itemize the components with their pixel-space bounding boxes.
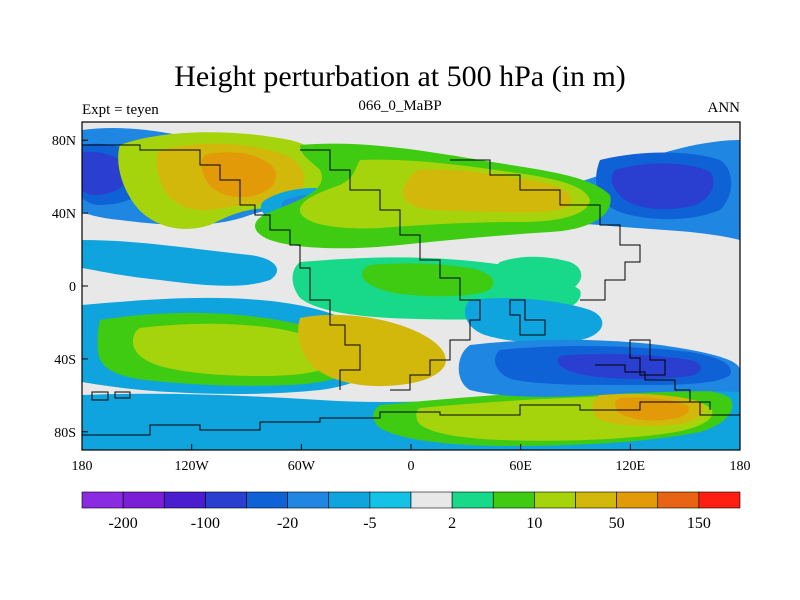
coastlines: [82, 144, 740, 436]
x-tick-label: 60W: [288, 459, 316, 474]
colorbar-label: -200: [108, 515, 137, 532]
field-southern-ocean-orange: [615, 397, 690, 421]
colorbar: -200 -100 -20 -5 2 10 50 150: [81, 491, 741, 532]
field-tropics-lime-africa: [362, 263, 494, 297]
x-tick-label: 60E: [509, 459, 532, 474]
chart-title: Height perturbation at 500 hPa (in m): [174, 60, 626, 93]
colorbar-swatch: [492, 491, 535, 509]
colorbar-swatch: [287, 491, 330, 509]
y-axis: 80N 40N 0 40S 80S: [52, 134, 88, 441]
x-tick-label: 180: [72, 459, 93, 474]
x-tick-label: 0: [408, 459, 415, 474]
y-tick-label: 80S: [54, 426, 76, 441]
field-eurasia-yellow: [403, 169, 572, 213]
run-label: 066_0_MaBP: [358, 98, 442, 114]
colorbar-swatch: [698, 491, 741, 509]
colorbar-swatch: [246, 491, 288, 509]
field-north-america-orange: [201, 152, 276, 198]
colorbar-swatch: [575, 491, 617, 509]
colorbar-label: 10: [526, 515, 542, 532]
x-tick-label: 120E: [616, 459, 646, 474]
colorbar-swatch: [534, 491, 576, 509]
field-north-blue-darkest-east: [611, 163, 714, 210]
colorbar-swatch: [657, 491, 700, 509]
y-tick-label: 0: [69, 280, 76, 295]
experiment-label: Expt = teyen: [82, 102, 159, 118]
colorbar-swatch: [410, 491, 453, 509]
x-axis: 180 120W 60W 0 60E 120E 180: [72, 444, 751, 474]
colorbar-label: 50: [609, 515, 625, 532]
colorbar-label: -100: [191, 515, 220, 532]
colorbar-label: -20: [277, 515, 298, 532]
colorbar-swatch: [122, 491, 165, 509]
y-tick-label: 40S: [54, 353, 76, 368]
colorbar-swatch: [451, 491, 494, 509]
map-field: [82, 122, 740, 450]
field-south-america-yellow: [298, 314, 446, 387]
colorbar-swatch: [205, 491, 247, 509]
field-north-blue-darkest-west: [82, 151, 130, 195]
colorbar-swatch: [616, 491, 659, 509]
colorbar-swatch: [328, 491, 371, 509]
colorbar-swatch: [163, 491, 206, 509]
colorbar-label: 2: [448, 515, 456, 532]
field-south-pacific-lime: [132, 323, 336, 376]
x-tick-label: 180: [730, 459, 751, 474]
field-tropics-cyan-west: [82, 240, 278, 286]
y-tick-label: 40N: [52, 207, 76, 222]
season-label: ANN: [707, 100, 741, 116]
field-tropics-diamond-pattern: [493, 256, 582, 296]
x-tick-label: 120W: [175, 459, 210, 474]
colorbar-swatch: [369, 491, 412, 509]
colorbar-label: 150: [687, 515, 711, 532]
y-tick-label: 80N: [52, 134, 76, 149]
colorbar-label: -5: [363, 515, 376, 532]
colorbar-swatch: [81, 491, 124, 509]
